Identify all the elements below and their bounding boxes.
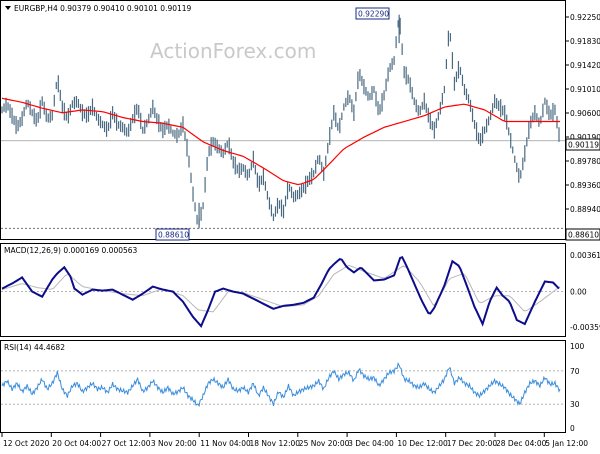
axes: 0.92250 0.91830 0.91420 0.91010 0.90600 0.901… bbox=[1, 13, 600, 448]
macd-line bbox=[1, 255, 560, 328]
rsi-line bbox=[1, 362, 561, 408]
price-y-tick-label: 0.91830 bbox=[570, 37, 600, 46]
macd-y-tick-label: -0.003592 bbox=[570, 323, 600, 332]
price-y-tick-label: 0.90190 bbox=[570, 133, 600, 142]
x-tick-label: 12 Oct 2020 bbox=[3, 439, 50, 448]
high-annotation: 0.92290 bbox=[355, 7, 390, 20]
x-tick-label: 20 Oct 04:00 bbox=[52, 439, 101, 448]
axis-low-label: 0.88610 bbox=[568, 231, 599, 240]
watermark: ActionForex.com bbox=[150, 39, 316, 63]
x-tick-label: 25 Nov 20:00 bbox=[299, 439, 350, 448]
price-y-tick-label: 0.90600 bbox=[570, 109, 600, 118]
price-y-tick-label: 0.89780 bbox=[570, 157, 600, 166]
low-label: 0.88610 bbox=[158, 231, 189, 240]
x-tick-label: 3 Nov 20:00 bbox=[151, 439, 197, 448]
rsi-y-tick-label: 0 bbox=[570, 424, 575, 433]
price-y-tick-label: 0.89360 bbox=[570, 181, 600, 190]
x-tick-label: 11 Nov 04:00 bbox=[200, 439, 251, 448]
price-y-tick-label: 0.88940 bbox=[570, 205, 600, 214]
rsi-panel-frame bbox=[0, 340, 566, 433]
x-tick-label: 17 Dec 20:00 bbox=[447, 439, 498, 448]
rsi-y-tick-label: 70 bbox=[570, 367, 580, 376]
x-tick-label: 5 Jan 12:00 bbox=[545, 439, 588, 448]
x-tick-label: 10 Dec 12:00 bbox=[397, 439, 448, 448]
collapse-triangle-icon bbox=[5, 6, 11, 10]
macd-y-tick-label: 0.00 bbox=[570, 288, 587, 297]
price-panel-header: EURGBP,H4 0.90379 0.90410 0.90101 0.9011… bbox=[5, 4, 192, 13]
current-price-box bbox=[565, 138, 600, 151]
current-price-label: 0.90119 bbox=[568, 141, 599, 150]
x-tick-label: 3 Dec 04:00 bbox=[348, 439, 394, 448]
current-price-marker: 0.90119 bbox=[565, 138, 600, 151]
high-label-box bbox=[355, 7, 390, 20]
axis-low-marker: 0.88610 bbox=[565, 228, 600, 241]
x-tick-label: 27 Oct 12:00 bbox=[102, 439, 151, 448]
price-y-tick-label: 0.91010 bbox=[570, 85, 600, 94]
price-y-tick-label: 0.91420 bbox=[570, 61, 600, 70]
axis-low-box bbox=[565, 228, 600, 241]
rsi-y-tick-label: 30 bbox=[570, 400, 580, 409]
high-label: 0.92290 bbox=[358, 10, 389, 19]
macd-header-text: MACD(12,26,9) 0.000169 0.000563 bbox=[4, 246, 138, 255]
price-series bbox=[1, 14, 565, 229]
price-y-tick-label: 0.92250 bbox=[570, 13, 600, 22]
macd-series bbox=[1, 255, 565, 328]
moving-average-line bbox=[1, 97, 560, 186]
low-label-box bbox=[155, 228, 190, 241]
macd-panel-frame bbox=[0, 243, 566, 337]
macd-y-tick-label: 0.003615 bbox=[570, 251, 600, 260]
price-header-text: EURGBP,H4 0.90379 0.90410 0.90101 0.9011… bbox=[14, 4, 192, 13]
x-tick-label: 18 Nov 12:00 bbox=[250, 439, 301, 448]
low-annotation: 0.88610 bbox=[155, 228, 190, 241]
x-tick-label: 28 Dec 04:00 bbox=[496, 439, 547, 448]
rsi-y-tick-label: 100 bbox=[570, 342, 585, 351]
rsi-header-text: RSI(14) 44.4682 bbox=[4, 343, 65, 352]
price-panel-frame bbox=[0, 0, 566, 240]
rsi-series bbox=[1, 362, 565, 408]
